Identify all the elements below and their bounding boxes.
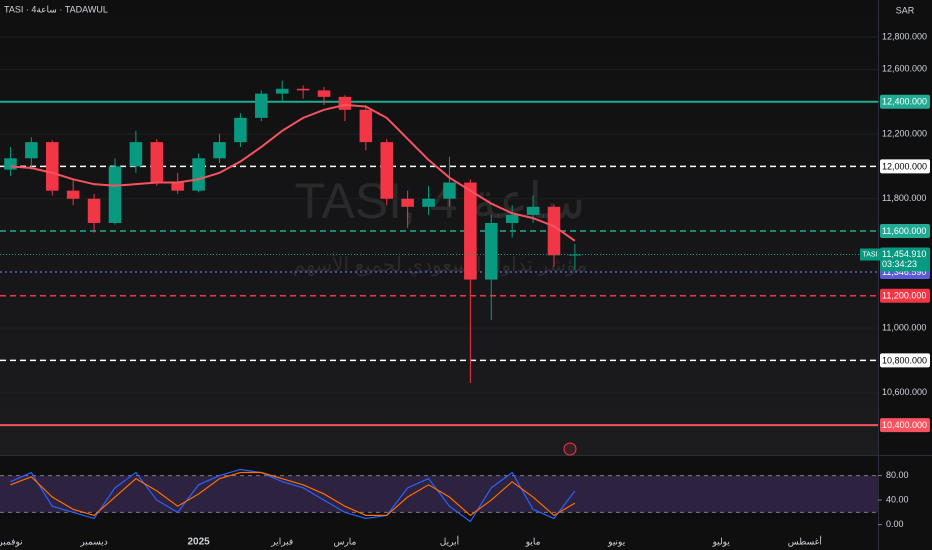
x-tick-label: يوليو — [712, 536, 731, 547]
series-line — [10, 468, 576, 523]
x-tick-label: مارس — [333, 536, 356, 547]
main-pane — [0, 0, 878, 455]
candle-body — [25, 142, 38, 159]
countdown: 03:34:23 — [882, 259, 917, 269]
last-price-label: 11,454.910 — [882, 249, 926, 259]
level-label-box — [880, 418, 930, 433]
candle-body — [66, 190, 80, 199]
x-tick-label: أبريل — [440, 534, 459, 547]
candle-body — [213, 142, 226, 159]
y-tick-label: 12,800.000 — [882, 31, 927, 41]
candle-body — [45, 142, 59, 191]
x-tick-label: مايو — [525, 536, 541, 547]
y-tick-label: 10,600.000 — [882, 387, 927, 397]
x-tick-label: يونيو — [607, 536, 626, 547]
currency[interactable]: SAR — [896, 5, 915, 15]
level-label: 12,400.000 — [882, 97, 927, 107]
y-tick-label: 11,000.000 — [882, 322, 926, 332]
band — [0, 475, 878, 513]
moving-average — [10, 103, 576, 242]
candle-body — [234, 117, 247, 143]
level-label-box — [880, 288, 930, 303]
candle-body — [568, 254, 582, 256]
candle-body — [464, 182, 477, 280]
candle-body — [526, 206, 540, 215]
level-label: 10,800.000 — [882, 355, 927, 365]
level-label: 11,600.000 — [882, 226, 926, 236]
y-tick-label: 11,800.000 — [882, 193, 926, 203]
y-tick-label: 12,600.000 — [882, 64, 927, 74]
y-tick-label: 12,200.000 — [882, 128, 927, 138]
candle-body — [422, 198, 435, 207]
symbol-box — [860, 248, 880, 261]
y-tick-label: 0.00 — [886, 519, 904, 529]
candle-body — [4, 158, 17, 170]
candle-body — [150, 142, 164, 183]
candle-body — [87, 198, 101, 223]
candle-body — [359, 109, 373, 143]
symbol-label: TASI — [862, 251, 877, 258]
candle-body — [296, 88, 310, 91]
y-tick-label: 80.00 — [886, 470, 909, 480]
candle-body — [171, 182, 184, 191]
candle-body — [338, 96, 352, 110]
event-icon[interactable] — [563, 442, 577, 456]
candle-body — [443, 182, 456, 199]
level-label: 11,200.000 — [882, 291, 926, 301]
candle-body — [401, 198, 414, 207]
level-label-box — [880, 353, 930, 368]
x-tick-label: أغسطس — [788, 534, 822, 547]
candle-body — [380, 142, 394, 199]
level-label: 10,400.000 — [882, 420, 927, 430]
level-label-box — [880, 159, 930, 174]
x-tick-label: فبراير — [270, 536, 293, 547]
x-tick-label: نوفمبر — [0, 536, 23, 547]
candle-body — [275, 88, 289, 94]
candle-body — [505, 214, 519, 223]
series-line — [10, 471, 576, 517]
symbol-label: TASI · 4ساعة · TADAWUL — [4, 4, 108, 14]
candle-body — [192, 158, 205, 191]
level-label: 11,346.590 — [882, 267, 926, 277]
level-label-box — [880, 224, 930, 239]
x-tick-label: ديسمبر — [79, 536, 107, 547]
candle-body — [484, 222, 498, 280]
x-tick-label: 2025 — [187, 537, 210, 548]
level-label-box — [880, 94, 930, 109]
candle-body — [547, 206, 561, 256]
candle-body — [108, 166, 122, 223]
candle-body — [317, 90, 331, 97]
level-label: 12,000.000 — [882, 161, 927, 171]
candle-body — [255, 93, 268, 118]
last-price-box — [880, 247, 930, 272]
y-tick-label: 40.00 — [886, 494, 909, 504]
candle-body — [129, 142, 143, 167]
